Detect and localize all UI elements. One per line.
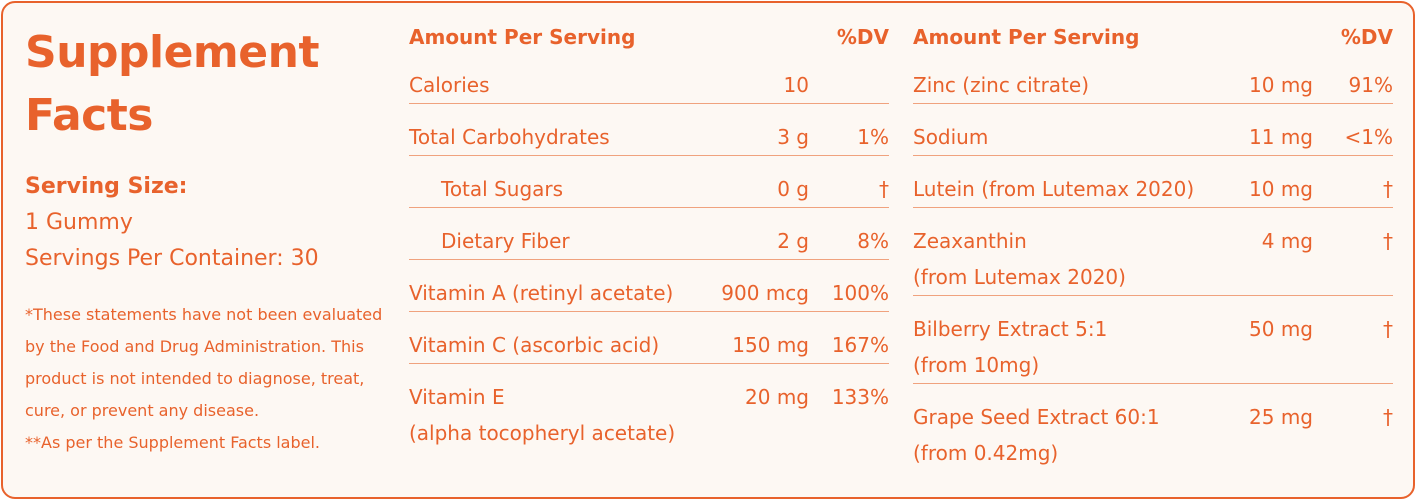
nutrient-name: Vitamin C (ascorbic acid) bbox=[409, 333, 660, 357]
nutrient-source: (from Lutemax 2020) bbox=[913, 265, 1126, 289]
note: *These statements have not been evaluate… bbox=[25, 305, 383, 420]
nutrient-row: Sodium 11 mg <1% bbox=[913, 104, 1393, 156]
nutrient-row: Vitamin A (retinyl acetate) 900 mcg 100% bbox=[409, 260, 889, 312]
nutrient-name: Vitamin A (retinyl acetate) bbox=[409, 281, 674, 305]
nutrient-source: (from 10mg) bbox=[913, 353, 1040, 377]
nutrient-row: Total Sugars 0 g † bbox=[409, 156, 889, 208]
amount: 0 g bbox=[777, 177, 809, 201]
nutrient-name: Lutein (from Lutemax 2020) bbox=[913, 177, 1195, 201]
nutrient-row: Dietary Fiber 2 g 8% bbox=[409, 208, 889, 260]
amount: 25 mg bbox=[1249, 405, 1313, 429]
nutrient-source: (from 0.42mg) bbox=[913, 441, 1059, 465]
daily-value: 91% bbox=[1348, 73, 1393, 97]
amount: 10 bbox=[783, 73, 809, 97]
nutrient-name: Dietary Fiber bbox=[441, 229, 570, 253]
nutrient-row: Vitamin C (ascorbic acid) 150 mg 167% bbox=[409, 312, 889, 364]
amount: 4 mg bbox=[1261, 229, 1313, 253]
nutrient-name: Vitamin E bbox=[409, 385, 505, 409]
title: Supplement Facts bbox=[25, 27, 319, 141]
daily-value: † bbox=[1383, 317, 1393, 341]
note: **As per the Supplement Facts label. bbox=[25, 433, 321, 452]
daily-value: 100% bbox=[831, 281, 889, 305]
daily-value: <1% bbox=[1344, 125, 1394, 149]
servings-per-container: Servings Per Container: 30 bbox=[25, 246, 319, 271]
daily-value: 167% bbox=[831, 333, 889, 357]
nutrient-row: Zinc (zinc citrate) 10 mg 91% bbox=[913, 52, 1393, 104]
serving-size: 1 Gummy bbox=[25, 210, 133, 235]
nutrient-name: Bilberry Extract 5:1 bbox=[913, 317, 1108, 341]
nutrient-name: Calories bbox=[409, 73, 490, 97]
facts-table: Amount Per Serving %DV Zinc (zinc citrate)… bbox=[913, 17, 1393, 471]
nutrient-row: Lutein (from Lutemax 2020) 10 mg † bbox=[913, 156, 1393, 208]
amount: 3 g bbox=[777, 125, 809, 149]
header-name: Amount Per Serving bbox=[913, 25, 1140, 49]
serving-size-label: Serving Size: bbox=[25, 174, 188, 199]
amount: 11 mg bbox=[1249, 125, 1313, 149]
daily-value: 8% bbox=[857, 229, 889, 253]
amount: 900 mcg bbox=[721, 281, 809, 305]
nutrient-name: Total Sugars bbox=[441, 177, 564, 201]
daily-value: 133% bbox=[831, 385, 889, 409]
facts-table: Amount Per Serving %DV Calories 10 Total Car… bbox=[409, 17, 889, 451]
daily-value: † bbox=[1383, 229, 1393, 253]
nutrient-name: Zinc (zinc citrate) bbox=[913, 73, 1089, 97]
amount: 10 mg bbox=[1249, 73, 1313, 97]
header-name: Amount Per Serving bbox=[409, 25, 636, 49]
nutrient-row: Calories 10 bbox=[409, 52, 889, 104]
nutrient-name: Zeaxanthin bbox=[913, 229, 1027, 253]
header-dv: %DV bbox=[1340, 25, 1393, 49]
nutrient-source: (alpha tocopheryl acetate) bbox=[409, 421, 676, 445]
amount: 50 mg bbox=[1249, 317, 1313, 341]
nutrient-name: Grape Seed Extract 60:1 bbox=[913, 405, 1160, 429]
table-header: Amount Per Serving %DV bbox=[409, 17, 889, 52]
nutrient-row: Total Carbohydrates 3 g 1% bbox=[409, 104, 889, 156]
amount: 20 mg bbox=[745, 385, 809, 409]
panel-info: Supplement Facts Serving Size: 1 Gummy S… bbox=[25, 21, 385, 459]
nutrient-row: Vitamin E (alpha tocopheryl acetate) 20 mg… bbox=[409, 364, 889, 451]
amount: 150 mg bbox=[732, 333, 809, 357]
daily-value: † bbox=[1383, 405, 1393, 429]
daily-value: † bbox=[879, 177, 889, 201]
table-header: Amount Per Serving %DV bbox=[913, 17, 1393, 52]
amount: 10 mg bbox=[1249, 177, 1313, 201]
daily-value: 1% bbox=[857, 125, 889, 149]
nutrient-name: Total Carbohydrates bbox=[409, 125, 610, 149]
nutrient-row: Bilberry Extract 5:1 (from 10mg) 50 mg † bbox=[913, 296, 1393, 384]
nutrient-name: Sodium bbox=[913, 125, 989, 149]
daily-value: † bbox=[1383, 177, 1393, 201]
amount: 2 g bbox=[777, 229, 809, 253]
nutrient-row: Grape Seed Extract 60:1 (from 0.42mg) 25 m… bbox=[913, 384, 1393, 471]
nutrient-row: Zeaxanthin (from Lutemax 2020) 4 mg † bbox=[913, 208, 1393, 296]
header-dv: %DV bbox=[836, 25, 889, 49]
